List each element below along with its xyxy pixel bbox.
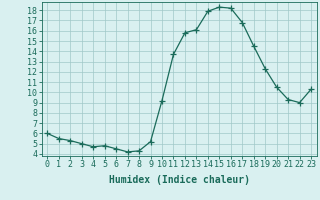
X-axis label: Humidex (Indice chaleur): Humidex (Indice chaleur) [109, 175, 250, 185]
